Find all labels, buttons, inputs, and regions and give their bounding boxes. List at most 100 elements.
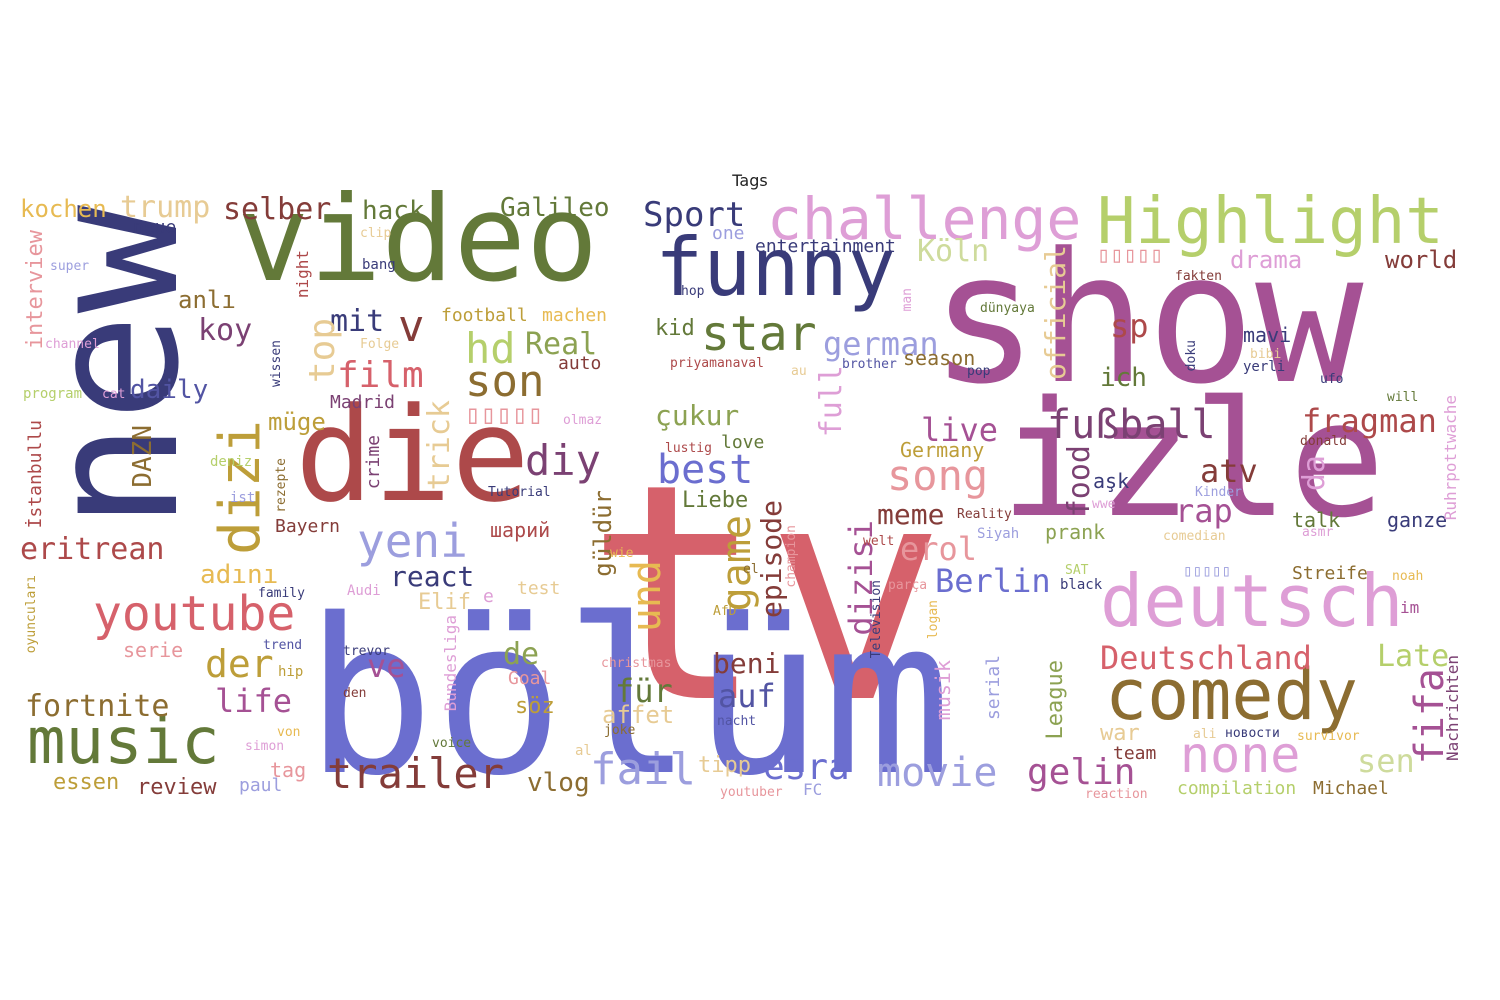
word-cloud: tv bölüm show new video izle die funny H… [15,190,1485,800]
word-new: new [15,205,219,531]
word-soz: söz [515,694,555,719]
word-hop: hop [681,284,705,299]
word-love: love [721,432,765,453]
word-olmaz: olmaz [563,413,603,428]
word-son: son [465,356,545,407]
word-serie: serie [123,638,184,662]
word-auf: auf [718,677,776,715]
word-mit: mit [330,304,385,339]
word-german: german [823,325,939,363]
word-deutschland: Deutschland [1100,639,1312,677]
word-dazn: DAZN [128,425,158,488]
word-den: den [343,686,367,701]
word-serial: serial [983,655,1004,721]
word-tofu-2: ▯▯▯▯▯ [465,400,544,430]
word-video: video [237,190,599,309]
word-audi: Audi [347,583,381,599]
word-one: one [712,223,745,244]
word-guldur: güldür [589,490,617,577]
word-au: au [791,364,807,379]
word-drama: drama [1230,246,1303,274]
word-streife: Streife [1292,563,1368,584]
word-sport: Sport [643,195,746,235]
word-family: family [258,586,305,601]
word-tipp: tipp [698,753,751,778]
word-man: man [900,288,915,312]
word-none: none [1180,726,1301,784]
word-parca: parça [888,578,928,593]
word-priyamanaval: priyamanaval [670,356,764,371]
word-challenge: challenge [767,190,1082,253]
word-music: music [27,705,220,779]
word-istanbullu: İstanbullu [25,420,46,529]
word-von: von [277,725,301,740]
word-der: der [205,642,274,686]
word-christmas: christmas [601,656,672,671]
word-wissen: wissen [269,340,284,387]
word-review: review [137,775,217,800]
word-logan: logan [926,600,941,640]
word-paul: paul [239,775,283,796]
word-food: food [1062,445,1097,518]
word-muge: müge [268,408,326,436]
word-tofu-1: ▯▯▯▯▯ [1097,243,1164,268]
word-live: live [921,411,999,449]
word-rezepte: rezepte [274,458,289,513]
word-compilation: compilation [1177,778,1297,799]
word-hip: hip [278,664,304,680]
word-episode: episode [755,500,788,619]
word-prank: prank [1045,520,1106,544]
word-football: football [441,305,528,326]
word-germany: Germany [900,438,985,462]
word-kinder: Kinder [1195,485,1242,500]
word-el: el [743,562,759,577]
word-ganze: ganze [1387,508,1448,532]
word-entertainment: entertainment [755,236,896,257]
word-kid: kid [655,316,695,341]
word-wwe: wwe [1092,497,1116,512]
word-channel: channel [45,337,100,352]
word-elif: Elif [418,590,471,615]
word-dunyaya: dünyaya [980,301,1035,316]
word-lustig: lustig [665,441,712,456]
word-pop: pop [967,364,991,379]
word-folge: Folge [360,337,400,352]
word-doku: doku [1184,340,1199,372]
word-real: Real [525,327,598,362]
word-highlight: Highlight [1097,190,1444,259]
word-novosti: новости [1225,726,1280,741]
word-machen: machen [542,305,608,326]
word-trump: trump [120,190,211,225]
word-deniz: deniz [210,454,253,470]
word-trailer: trailer [327,749,505,798]
word-league: League [1043,660,1068,740]
word-yeni: yeni [357,514,468,568]
word-will: will [1387,390,1419,405]
word-reaction: reaction [1085,787,1148,800]
word-film: film [337,355,424,396]
word-youtube: youtube [93,586,296,642]
word-cat: cat [102,387,126,402]
word-cukur: çukur [655,399,740,432]
word-sen: sen [1357,742,1415,780]
word-noah: noah [1392,569,1424,584]
word-nachrichten: Nachrichten [1443,655,1462,761]
word-team: team [1113,743,1157,764]
word-star: star [701,306,817,362]
word-hd: hd [465,324,516,373]
word-ali: ali [1193,727,1217,742]
word-nacht: nacht [717,714,757,729]
word-talk: talk [1292,508,1341,532]
word-goal: Goal [508,668,552,689]
word-top: top [302,318,343,384]
word-im: im [1400,598,1420,617]
word-joke: joke [604,723,636,738]
word-essen: essen [53,770,120,795]
word-youtuber: youtuber [720,785,783,800]
word-fortnite: fortnite [25,689,170,724]
word-tv: tv [585,420,947,769]
word-vlog: vlog [527,768,590,798]
word-berlin: Berlin [935,562,1051,600]
word-dizi: dizi [208,420,273,555]
word-mavi: mavi [1243,323,1292,347]
